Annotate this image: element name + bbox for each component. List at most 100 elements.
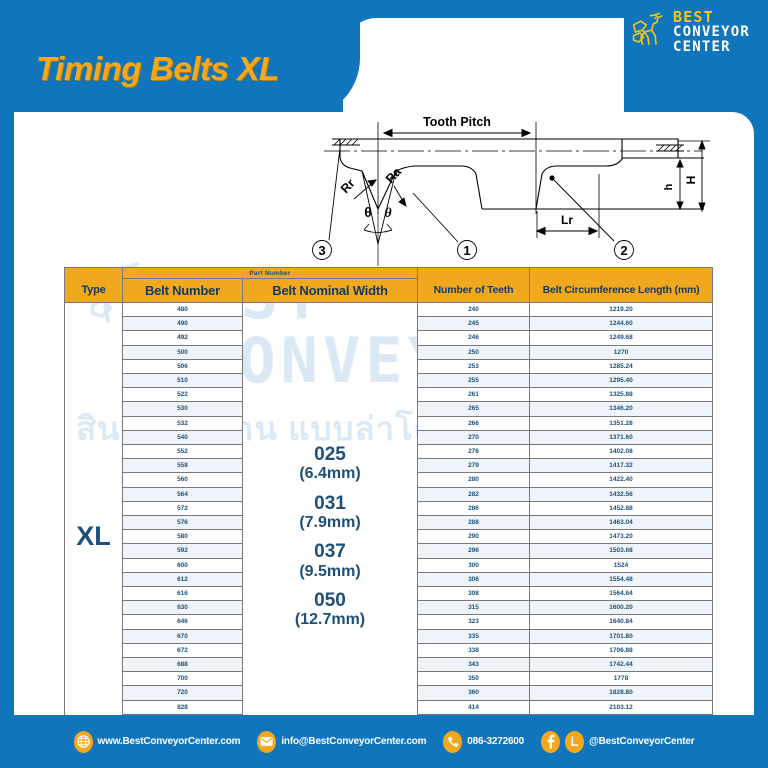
diagram-label-theta-right: θ bbox=[384, 206, 392, 221]
cell-number-of-teeth: 261 bbox=[417, 387, 530, 403]
footer-social[interactable]: @BestConveyorCenter bbox=[541, 730, 695, 753]
cell-number-of-teeth: 240 bbox=[417, 301, 530, 318]
table-row: 630 315 1600.20 bbox=[65, 600, 713, 616]
footer-bar: www.BestConveyorCenter.com info@BestConv… bbox=[0, 715, 768, 768]
table-row: 828 414 2103.12 bbox=[65, 699, 713, 715]
cell-belt-number: 532 bbox=[122, 415, 243, 431]
cell-belt-number: 860 bbox=[122, 713, 243, 715]
table-body: XL 480 025 (6.4mm) 031 (7.9mm) 037 (9.5mm) 050 (1… bbox=[64, 301, 713, 715]
diagram-label-h: h bbox=[663, 183, 675, 190]
cell-belt-number: 500 bbox=[122, 344, 243, 360]
cell-belt-number: 510 bbox=[122, 373, 243, 389]
cell-number-of-teeth: 360 bbox=[417, 685, 530, 701]
width-mm: (6.4mm) bbox=[299, 465, 361, 483]
cell-number-of-teeth: 270 bbox=[417, 429, 530, 446]
diagram-label-tooth-pitch: Tooth Pitch bbox=[423, 115, 491, 129]
width-code: 037 bbox=[314, 541, 346, 563]
cell-belt-number: 480 bbox=[122, 301, 243, 318]
timing-belt-profile-diagram: Tooth Pitch H h bbox=[312, 115, 710, 266]
diagram-label-theta-left: θ bbox=[364, 204, 372, 220]
header-title-shape bbox=[0, 18, 360, 118]
table-row: 576 288 1463.04 bbox=[65, 515, 713, 531]
cell-circumference: 1325.88 bbox=[529, 387, 713, 403]
cell-belt-nominal-width: 025 (6.4mm) 031 (7.9mm) 037 (9.5mm) 050 (12.7mm… bbox=[242, 302, 418, 715]
cell-circumference: 2184.40 bbox=[529, 713, 713, 715]
cell-number-of-teeth: 255 bbox=[417, 373, 530, 389]
cell-number-of-teeth: 350 bbox=[417, 671, 530, 687]
footer-website-text: www.BestConveyorCenter.com bbox=[97, 736, 241, 747]
th-belt-circumference: Belt Circumference Length (mm) bbox=[529, 278, 713, 303]
table-row: 564 282 1432.56 bbox=[65, 486, 713, 502]
cell-circumference: 2103.12 bbox=[529, 699, 713, 715]
logo-line-conveyor: CONVEYOR bbox=[672, 24, 750, 41]
cell-number-of-teeth: 290 bbox=[417, 529, 530, 545]
cell-belt-number: 540 bbox=[122, 429, 243, 446]
cell-circumference: 1295.40 bbox=[529, 373, 713, 389]
table-row: 506 253 1285.24 bbox=[65, 358, 713, 375]
cell-number-of-teeth: 280 bbox=[417, 472, 530, 488]
cell-belt-number: 612 bbox=[122, 571, 243, 588]
envelope-icon bbox=[257, 730, 277, 753]
cell-circumference: 1742.44 bbox=[529, 657, 713, 673]
table-row: 592 296 1503.68 bbox=[65, 543, 713, 559]
footer-email[interactable]: info@BestConveyorCenter.com bbox=[257, 730, 426, 753]
cell-circumference: 1778 bbox=[529, 671, 713, 687]
logo-text: BEST CONVEYOR CENTER bbox=[672, 8, 750, 54]
table-row: 600 300 1524 bbox=[65, 557, 713, 573]
header-white-notch bbox=[343, 18, 624, 118]
table-row: 688 343 1742.44 bbox=[65, 657, 713, 673]
cell-belt-number: 720 bbox=[122, 685, 243, 701]
cell-belt-number: 670 bbox=[122, 628, 243, 644]
table-row: XL 480 025 (6.4mm) 031 (7.9mm) 037 (9.5mm) 050 (1… bbox=[64, 301, 713, 715]
table-header-row: Type Belt Number Belt Nominal Width Numb… bbox=[64, 278, 713, 303]
table-row: 552 276 1402.08 bbox=[65, 444, 713, 460]
footer-website[interactable]: www.BestConveyorCenter.com bbox=[73, 730, 241, 753]
diagram-label-H: H bbox=[684, 176, 698, 185]
table-row: 522 261 1325.88 bbox=[65, 387, 713, 403]
logo-line-best: BEST bbox=[672, 8, 714, 26]
group-header-spacer-circ bbox=[529, 267, 713, 279]
cell-circumference: 1417.32 bbox=[529, 458, 713, 474]
cell-belt-number: 564 bbox=[122, 486, 243, 502]
table-row: 558 279 1417.32 bbox=[65, 458, 713, 474]
cell-number-of-teeth: 306 bbox=[417, 571, 530, 588]
cell-belt-number: 492 bbox=[122, 330, 243, 346]
width-option: 037 (9.5mm) bbox=[243, 541, 417, 581]
cell-type-xl: XL bbox=[64, 302, 123, 715]
brand-logo: BEST CONVEYOR CENTER bbox=[630, 8, 750, 54]
cell-number-of-teeth: 286 bbox=[417, 500, 530, 517]
width-mm: (9.5mm) bbox=[299, 562, 361, 580]
diagram-callout-2: 2 bbox=[620, 243, 627, 258]
table-row: 500 250 1270 bbox=[65, 344, 713, 360]
cell-circumference: 1270 bbox=[529, 344, 713, 360]
th-number-of-teeth: Number of Teeth bbox=[417, 278, 530, 303]
cell-belt-number: 552 bbox=[122, 444, 243, 460]
cell-belt-number: 600 bbox=[122, 557, 243, 573]
footer-social-text: @BestConveyorCenter bbox=[589, 736, 695, 747]
cell-circumference: 1351.28 bbox=[529, 415, 713, 431]
width-option: 025 (6.4mm) bbox=[243, 444, 417, 484]
diagram-label-Rr: Rr bbox=[338, 176, 358, 196]
cell-belt-number: 630 bbox=[122, 600, 243, 616]
table-row: 700 350 1778 bbox=[65, 671, 713, 687]
cell-circumference: 1244.60 bbox=[529, 316, 713, 332]
table-row: 612 306 1554.48 bbox=[65, 571, 713, 588]
cell-number-of-teeth: 296 bbox=[417, 543, 530, 559]
cell-number-of-teeth: 338 bbox=[417, 642, 530, 659]
cell-number-of-teeth: 414 bbox=[417, 699, 530, 715]
cell-circumference: 1554.48 bbox=[529, 571, 713, 588]
facebook-icon bbox=[541, 730, 561, 753]
cell-belt-number: 490 bbox=[122, 316, 243, 332]
cell-circumference: 1285.24 bbox=[529, 358, 713, 375]
cell-number-of-teeth: 253 bbox=[417, 358, 530, 375]
cell-belt-number: 672 bbox=[122, 642, 243, 659]
line-icon bbox=[565, 730, 585, 753]
cell-belt-number: 616 bbox=[122, 586, 243, 602]
width-mm: (12.7mm) bbox=[294, 611, 366, 629]
table-row: 616 308 1564.64 bbox=[65, 586, 713, 602]
cell-circumference: 1564.64 bbox=[529, 586, 713, 602]
cell-belt-number: 558 bbox=[122, 458, 243, 474]
width-code: 031 bbox=[314, 492, 346, 514]
footer-phone[interactable]: 086-3272600 bbox=[443, 730, 524, 753]
cell-circumference: 1503.68 bbox=[529, 543, 713, 559]
